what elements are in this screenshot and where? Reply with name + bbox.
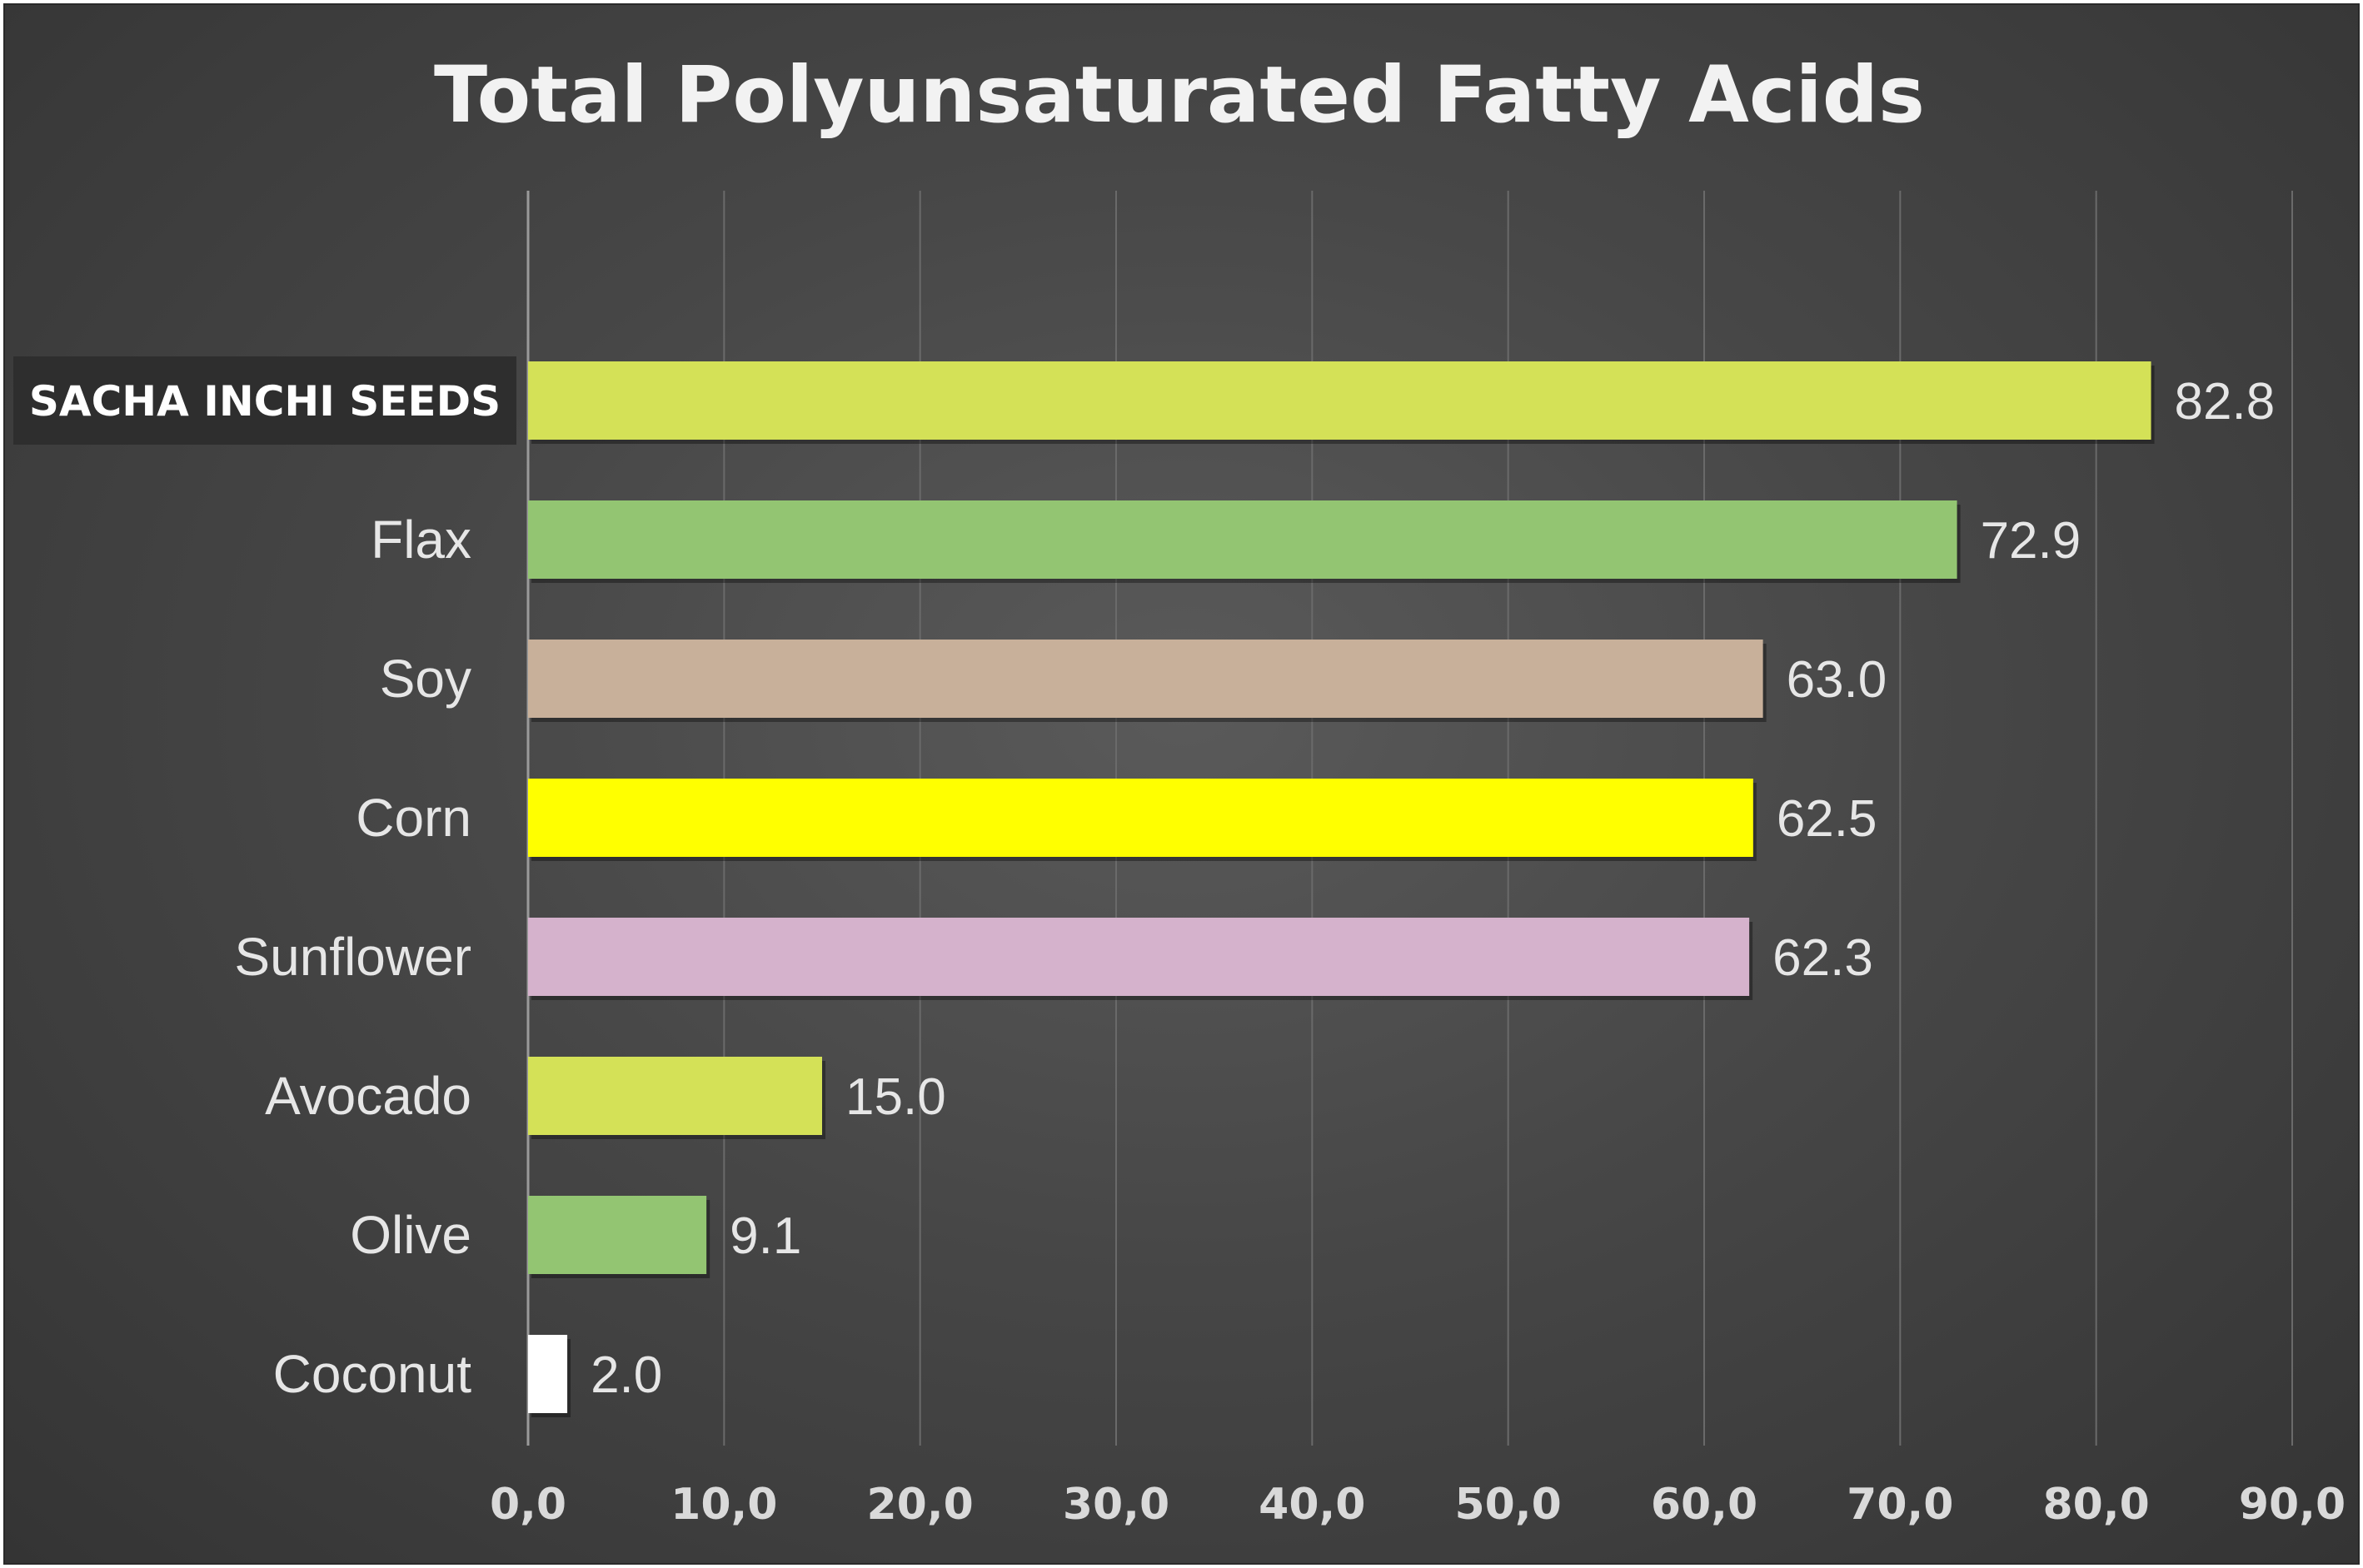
category-label: Coconut <box>273 1344 472 1404</box>
category-label: Corn <box>356 788 471 848</box>
data-label: 2.0 <box>591 1346 662 1404</box>
bars: 82.8 72.9 63.0 62.5 62.3 15.0 9.1 2.0 <box>528 361 2275 1417</box>
data-label: 62.5 <box>1777 790 1877 848</box>
x-tick-label: 40,0 <box>1259 1480 1365 1530</box>
x-tick-label: 50,0 <box>1455 1480 1562 1530</box>
data-label: 15.0 <box>845 1068 946 1126</box>
x-tick-label: 70,0 <box>1847 1480 1953 1530</box>
x-tick-label: 90,0 <box>2239 1480 2346 1530</box>
bar <box>528 779 1753 857</box>
bar <box>528 640 1763 718</box>
x-tick-label: 80,0 <box>2043 1480 2150 1530</box>
bar <box>528 361 2151 440</box>
x-tick-label: 0,0 <box>490 1480 566 1530</box>
data-label: 62.3 <box>1772 929 1873 987</box>
chart-frame: Total Polyunsaturated Fatty Acids 82.8 72… <box>3 3 2360 1565</box>
x-tick-label: 20,0 <box>867 1480 974 1530</box>
bar <box>528 1335 568 1413</box>
category-label: Soy <box>380 649 471 709</box>
x-tick-label: 10,0 <box>671 1480 777 1530</box>
bar <box>528 1057 822 1135</box>
category-label: Flax <box>371 510 471 570</box>
data-label: 72.9 <box>1981 512 2081 570</box>
category-label: Sunflower <box>234 927 471 987</box>
category-label: SACHA INCHI SEEDS <box>29 377 501 426</box>
bar <box>528 918 1750 996</box>
data-label: 9.1 <box>730 1207 801 1265</box>
x-tick-label: 60,0 <box>1651 1480 1757 1530</box>
bar <box>528 500 1957 579</box>
category-label: Olive <box>350 1205 471 1265</box>
bar <box>528 1196 707 1274</box>
data-label: 82.8 <box>2175 373 2276 431</box>
x-axis-ticks: 0,0 10,0 20,0 30,0 40,0 50,0 60,0 70,0 80,0 90,0 <box>490 1480 2346 1530</box>
highlight-label-box <box>13 356 516 445</box>
bar-chart: Total Polyunsaturated Fatty Acids 82.8 72… <box>13 50 2346 1530</box>
category-label: Avocado <box>265 1066 471 1126</box>
data-label: 63.0 <box>1787 651 1887 709</box>
chart-title: Total Polyunsaturated Fatty Acids <box>434 50 1925 141</box>
category-labels: SACHA INCHI SEEDS Flax Soy Corn Sunflower Avo… <box>13 356 516 1404</box>
x-tick-label: 30,0 <box>1063 1480 1169 1530</box>
